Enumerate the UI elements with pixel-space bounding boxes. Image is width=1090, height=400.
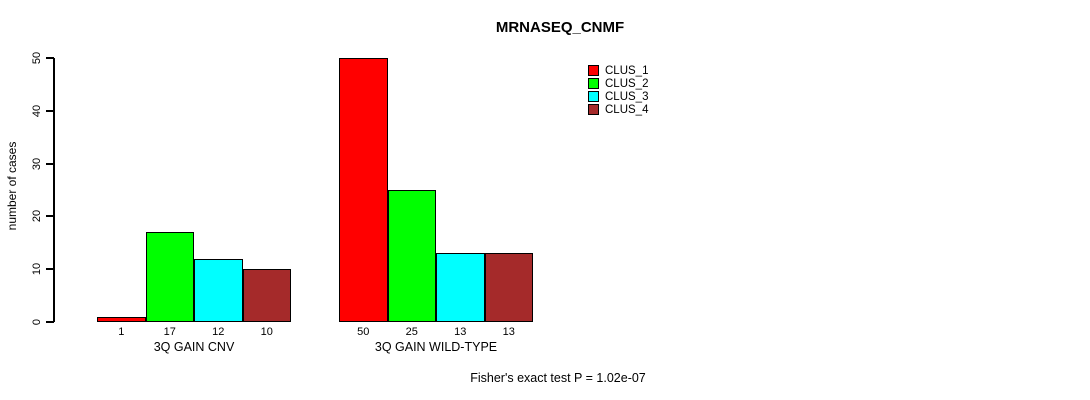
legend-item: CLUS_3	[588, 90, 648, 103]
bar	[387, 190, 436, 322]
bar-value-label: 13	[454, 326, 467, 338]
legend: CLUS_1 CLUS_2 CLUS_3 CLUS_4	[588, 64, 648, 116]
legend-item: CLUS_2	[588, 77, 648, 90]
bar	[194, 258, 243, 322]
y-axis-label-text: number of cases	[5, 141, 19, 231]
y-tick-label-text: 50	[31, 51, 43, 65]
legend-item: CLUS_4	[588, 103, 648, 116]
bar-value-label: 50	[357, 326, 370, 338]
y-tick	[46, 162, 54, 165]
y-tick	[46, 109, 54, 112]
legend-label: CLUS_2	[605, 77, 649, 90]
y-tick	[46, 321, 54, 323]
y-tick	[46, 268, 54, 271]
legend-label: CLUS_1	[605, 64, 649, 77]
bar-value-label: 13	[502, 326, 515, 338]
legend-label: CLUS_3	[605, 90, 649, 103]
legend-swatch	[588, 65, 599, 76]
legend-item: CLUS_1	[588, 64, 648, 77]
bar-value-label: 1	[118, 326, 125, 338]
bar-value-label: 25	[405, 326, 418, 338]
bar	[339, 58, 388, 322]
bar	[484, 253, 533, 322]
bar-value-label: 17	[163, 326, 176, 338]
y-tick	[46, 57, 54, 59]
y-tick-label-text: 10	[31, 263, 43, 276]
y-tick-label-text: 20	[31, 210, 43, 223]
y-axis-line	[53, 58, 55, 322]
bar-value-label: 10	[260, 326, 273, 338]
legend-swatch	[588, 78, 599, 89]
group-label: 3Q GAIN CNV	[153, 340, 235, 354]
y-tick	[46, 215, 54, 218]
fisher-annotation: Fisher's exact test P = 1.02e-07	[470, 371, 646, 385]
y-tick-label-text: 0	[31, 318, 43, 326]
bar	[97, 316, 146, 322]
bar-value-label: 12	[212, 326, 225, 338]
bar	[436, 253, 485, 322]
chart-title: MRNASEQ_CNMF	[495, 19, 625, 36]
bar	[145, 232, 194, 322]
bar	[242, 269, 291, 322]
y-tick-label-text: 40	[31, 104, 43, 117]
y-tick-label-text: 30	[31, 157, 43, 170]
group-label: 3Q GAIN WILD-TYPE	[374, 340, 498, 354]
legend-label: CLUS_4	[605, 103, 649, 116]
legend-swatch	[588, 104, 599, 115]
legend-swatch	[588, 91, 599, 102]
